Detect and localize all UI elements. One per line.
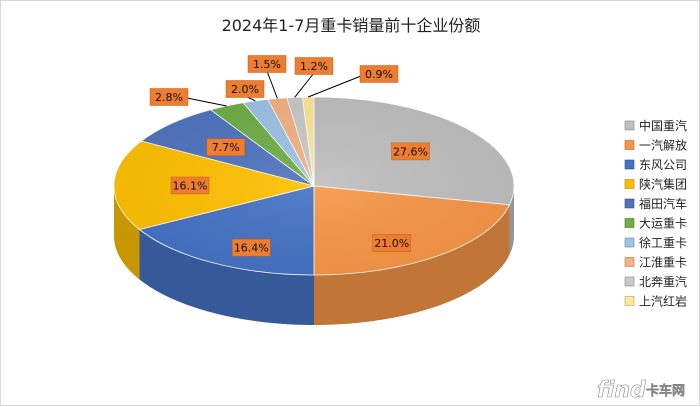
legend-label-4: 福田汽车 [639, 196, 687, 211]
data-label-box-4 [206, 138, 246, 156]
legend-swatch-5 [624, 218, 635, 228]
legend-label-6: 徐工重卡 [639, 235, 687, 250]
data-label-box-7 [247, 55, 287, 73]
data-label-box-9 [359, 65, 399, 83]
data-label-2: 16.4% [234, 242, 269, 255]
legend-label-1: 一汽解放 [639, 138, 687, 153]
data-label-0: 27.6% [393, 145, 428, 158]
legend-swatch-6 [624, 237, 635, 248]
legend-swatch-1 [624, 140, 635, 150]
data-label-7: 1.5% [253, 58, 281, 71]
data-label-5: 2.8% [155, 91, 183, 104]
legend-label-9: 上汽红岩 [639, 294, 687, 309]
legend-label-8: 北奔重汽 [639, 274, 687, 289]
data-labels: 27.6% 21.0% 16.4% 16.1% 7.7% 2.8% 2.0% 1.5% 1.2%… [149, 55, 430, 257]
legend-swatch-4 [624, 198, 635, 209]
data-label-box-6 [225, 80, 265, 98]
data-label-8: 1.2% [300, 60, 328, 73]
data-label-6: 2.0% [231, 83, 259, 96]
data-label-box-0 [391, 142, 430, 161]
data-label-4: 7.7% [212, 141, 240, 154]
data-label-box-2 [232, 238, 271, 257]
leader-line-8 [294, 72, 315, 98]
leader-line-7 [266, 70, 278, 99]
legend-swatch-2 [624, 159, 635, 170]
data-label-3: 16.1% [173, 180, 208, 193]
data-label-1: 21.0% [374, 237, 409, 250]
leader-line-5 [181, 96, 227, 107]
legend-swatch-0 [624, 120, 635, 131]
data-label-box-8 [294, 57, 334, 75]
watermark-logo: find 卡车网 [597, 378, 686, 404]
legend-swatch-9 [624, 296, 635, 306]
legend-label-7: 江淮重卡 [639, 256, 687, 270]
chart-title: 2024年1-7月重卡销量前十企业份额 [222, 16, 481, 35]
legend-swatch-3 [624, 179, 635, 189]
watermark-find-text: find [597, 378, 646, 403]
legend-swatch-7 [624, 257, 635, 267]
legend-label-5: 大运重卡 [639, 217, 687, 231]
legend-label-0: 中国重汽 [639, 118, 687, 133]
watermark-site-text: 卡车网 [646, 383, 685, 399]
legend-swatch-8 [624, 276, 635, 287]
data-label-box-5 [149, 88, 189, 106]
data-label-box-1 [372, 234, 412, 252]
data-label-9: 0.9% [365, 68, 393, 81]
legend-label-3: 陕汽集团 [639, 177, 687, 192]
leader-line-9 [308, 73, 367, 98]
data-label-box-3 [170, 176, 210, 195]
legend-label-2: 东风公司 [639, 158, 687, 172]
